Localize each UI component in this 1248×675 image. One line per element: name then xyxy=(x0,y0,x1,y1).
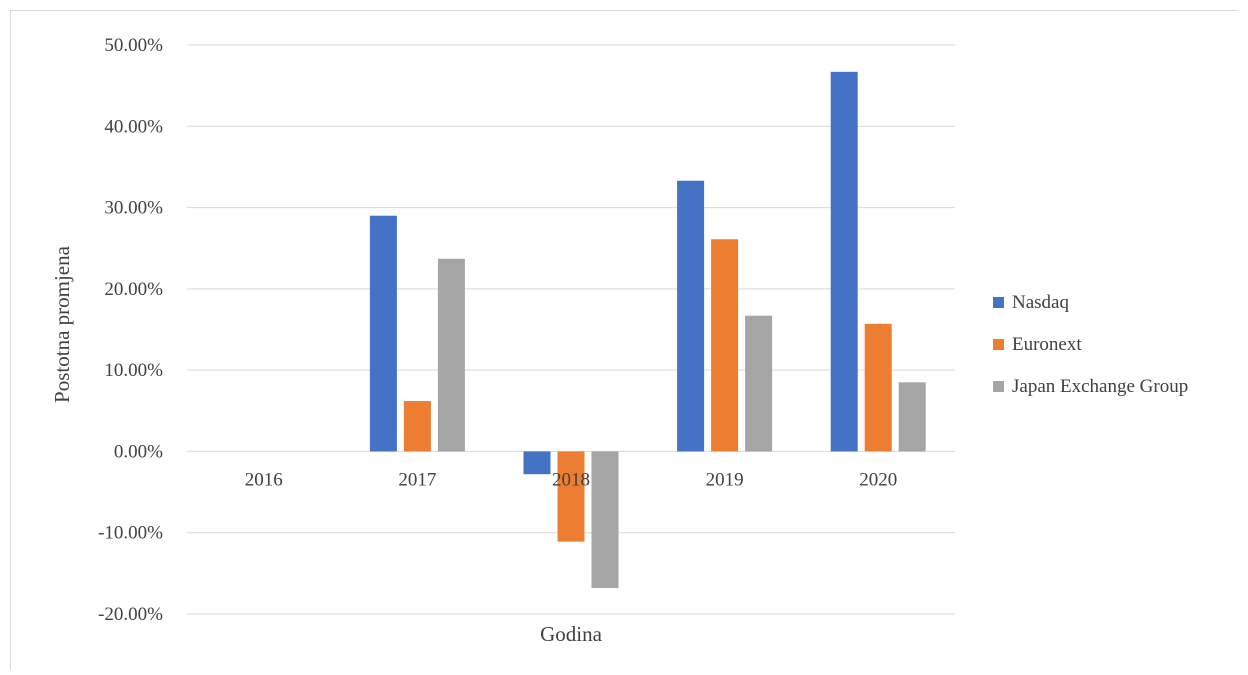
bar-euronext-2017 xyxy=(403,401,431,452)
bar-euronext-2018 xyxy=(557,451,585,542)
bar-euronext-2019 xyxy=(711,239,739,452)
bar-japan-exchange-group-2020 xyxy=(898,382,926,452)
y-tick-label: 30.00% xyxy=(104,198,163,219)
y-tick-label: 40.00% xyxy=(104,116,163,137)
bar-nasdaq-2020 xyxy=(830,71,858,452)
y-tick-label: 0.00% xyxy=(114,441,163,462)
x-tick-label: 2019 xyxy=(706,469,744,490)
y-tick-label: 10.00% xyxy=(104,360,163,381)
x-axis-title: Godina xyxy=(540,622,603,646)
y-tick-label: -10.00% xyxy=(98,523,163,544)
bar-japan-exchange-group-2018 xyxy=(591,451,619,588)
y-tick-label: -20.00% xyxy=(98,604,163,625)
legend: Nasdaq Euronext Japan Exchange Group xyxy=(993,292,1188,397)
legend-label: Euronext xyxy=(1012,334,1082,355)
y-axis-title: Postotna promjena xyxy=(50,245,74,403)
x-axis-tick-labels: 2016 2017 2018 2019 2020 xyxy=(245,469,897,490)
x-tick-label: 2016 xyxy=(245,469,283,490)
legend-label: Nasdaq xyxy=(1012,292,1069,313)
legend-swatch xyxy=(993,339,1004,350)
legend-swatch xyxy=(993,381,1004,392)
y-axis-tick-labels: 50.00% 40.00% 30.00% 20.00% 10.00% 0.00% -10.0… xyxy=(98,35,163,625)
bars xyxy=(369,71,926,588)
y-tick-label: 50.00% xyxy=(104,35,163,56)
x-tick-label: 2018 xyxy=(552,469,590,490)
bar-japan-exchange-group-2019 xyxy=(745,315,773,452)
bar-japan-exchange-group-2017 xyxy=(437,258,465,452)
bar-nasdaq-2019 xyxy=(677,180,705,452)
x-tick-label: 2017 xyxy=(398,469,436,490)
chart-frame xyxy=(10,10,1238,670)
bar-nasdaq-2017 xyxy=(369,215,397,452)
x-tick-label: 2020 xyxy=(859,469,897,490)
legend-label: Japan Exchange Group xyxy=(1012,376,1188,397)
y-tick-label: 20.00% xyxy=(104,279,163,300)
bar-nasdaq-2018 xyxy=(523,451,551,475)
bar-euronext-2020 xyxy=(864,323,892,452)
legend-swatch xyxy=(993,297,1004,308)
